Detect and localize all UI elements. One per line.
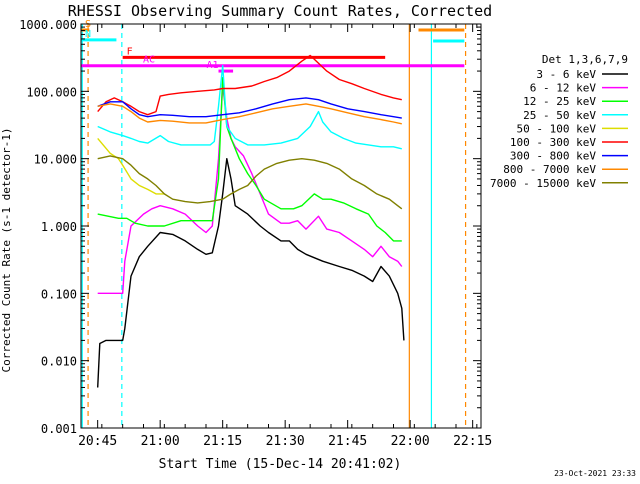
y-axis-label: Corrected Count Rate (s-1 detector-1) bbox=[0, 127, 13, 372]
series-line bbox=[97, 155, 403, 210]
x-tick-label: 21:15 bbox=[203, 434, 242, 449]
footer-date: 23-Oct-2021 23:33 bbox=[554, 469, 636, 478]
legend-label: 50 - 100 keV bbox=[517, 122, 597, 135]
legend-label: 300 - 800 keV bbox=[510, 150, 596, 163]
state-label: F bbox=[127, 46, 133, 57]
y-tick-label: 0.010 bbox=[41, 355, 77, 369]
series-line bbox=[97, 103, 402, 125]
chart-title: RHESSI Observing Summary Count Rates, Co… bbox=[68, 2, 492, 20]
legend-label: 3 - 6 keV bbox=[536, 68, 596, 81]
y-tick-label: 0.001 bbox=[41, 422, 77, 436]
y-tick-label: 1000.000 bbox=[19, 18, 77, 32]
legend-label: 12 - 25 keV bbox=[523, 95, 596, 108]
series-line bbox=[97, 76, 402, 242]
y-tick-label: 0.100 bbox=[41, 287, 77, 301]
state-label: A1 bbox=[207, 60, 219, 71]
legend-label: 7000 - 15000 keV bbox=[490, 177, 596, 190]
series-line bbox=[97, 54, 402, 116]
series-line bbox=[97, 97, 402, 119]
x-tick-label: 21:45 bbox=[328, 434, 367, 449]
state-label: N bbox=[85, 29, 91, 40]
legend-label: 100 - 300 keV bbox=[510, 136, 596, 149]
y-tick-label: 100.000 bbox=[26, 85, 77, 99]
legend-title: Det 1,3,6,7,9 bbox=[542, 53, 628, 66]
x-tick-label: 22:15 bbox=[453, 434, 492, 449]
series-line bbox=[97, 85, 403, 294]
series-lines bbox=[97, 54, 405, 388]
x-axis-label: Start Time (15-Dec-14 20:41:02) bbox=[159, 457, 402, 472]
legend-label: 25 - 50 keV bbox=[523, 109, 596, 122]
y-tick-label: 10.000 bbox=[34, 153, 77, 167]
x-tick-label: 22:00 bbox=[391, 434, 430, 449]
legend-label: 800 - 7000 keV bbox=[503, 163, 596, 176]
x-tick-label: 20:45 bbox=[78, 434, 117, 449]
series-line bbox=[97, 64, 402, 150]
axes: 1000.000 100.000 10.000 1.000 0.100 0.010 0.00… bbox=[19, 18, 492, 449]
legend-label: 6 - 12 keV bbox=[530, 82, 597, 95]
y-tick-label: 1.000 bbox=[41, 220, 77, 234]
x-tick-label: 21:30 bbox=[266, 434, 305, 449]
x-tick-label: 21:00 bbox=[141, 434, 180, 449]
state-label: AC bbox=[143, 55, 155, 66]
series-line bbox=[97, 137, 165, 195]
